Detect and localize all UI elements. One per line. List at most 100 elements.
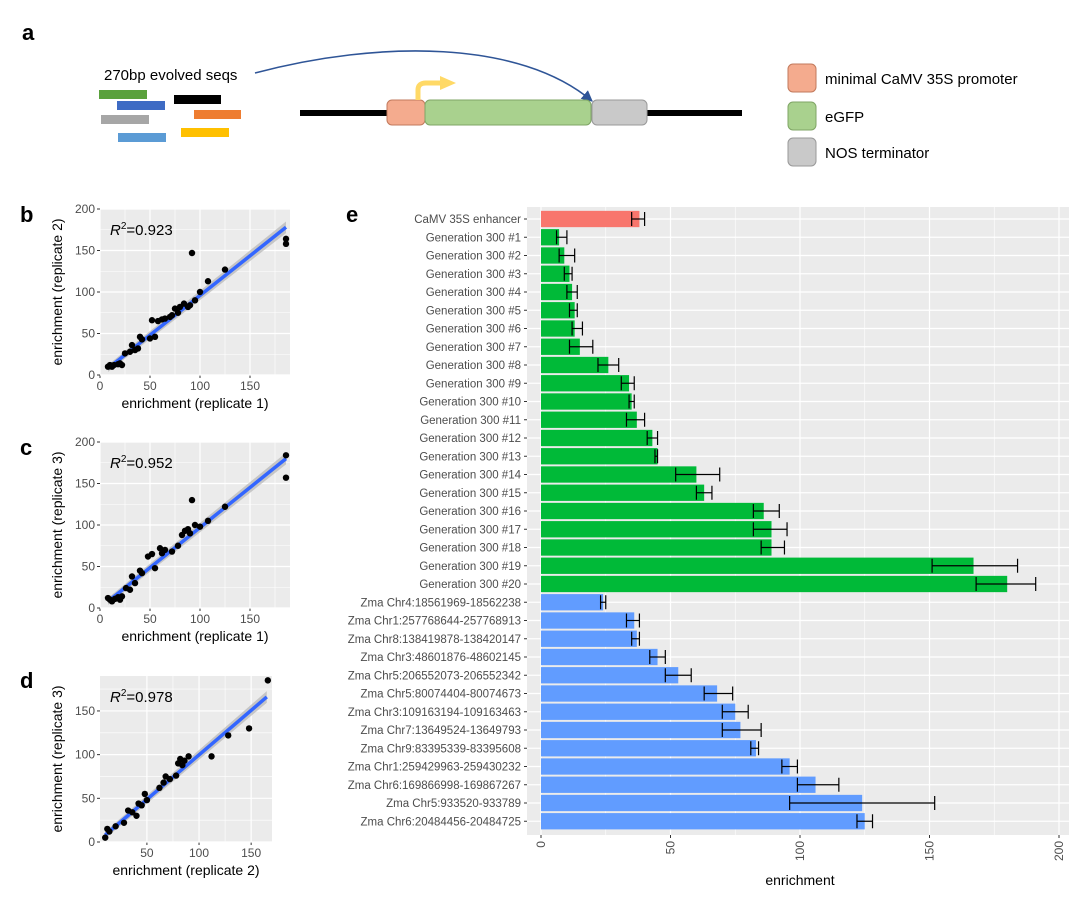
data-point (120, 819, 128, 826)
data-point (225, 732, 232, 739)
tick-label-y: 0 (88, 601, 95, 615)
panel-label-d: d (20, 668, 33, 693)
bar (541, 320, 575, 337)
data-point (221, 503, 229, 510)
bar-category-label: Generation 300 #19 (419, 561, 521, 573)
seq-bar-orange (194, 110, 241, 119)
egfp-box (424, 99, 592, 126)
tick-label-y: 200 (75, 435, 95, 449)
legend-label-nos: NOS terminator (825, 145, 929, 162)
bar (541, 630, 637, 647)
data-point (188, 249, 196, 257)
tick-label-x: 50 (143, 379, 157, 393)
bar (541, 502, 764, 520)
tick-label-y: 200 (75, 202, 95, 216)
legend-label-egfp: eGFP (825, 109, 864, 126)
data-point (161, 546, 169, 554)
data-point (138, 802, 145, 809)
tick-label-x: 0 (534, 841, 548, 848)
r-squared-annotation: R2=0.923 (110, 221, 173, 239)
bar-category-label: Generation 300 #16 (419, 506, 521, 518)
bar-category-label: Generation 300 #13 (419, 451, 521, 463)
legend-swatch-nos (787, 137, 817, 167)
bar (541, 648, 658, 666)
bar-category-label: Generation 300 #10 (419, 397, 521, 409)
data-point (168, 548, 176, 555)
bar (541, 539, 772, 556)
bar-category-label: Generation 300 #8 (426, 360, 521, 372)
data-point (128, 573, 136, 580)
bar (541, 302, 575, 319)
tick-label-x: 0 (97, 612, 104, 626)
data-point (174, 542, 182, 549)
bar-category-label: Zma Chr1:259429963-259430232 (348, 762, 521, 774)
data-point (106, 828, 113, 835)
tick-label-y: 100 (75, 748, 95, 762)
panel-a: a 270bp evolved seqs minimal CaMV 35S pr… (22, 20, 1018, 167)
bar (541, 411, 637, 428)
tss-arrowhead-icon (440, 76, 456, 90)
bar (541, 393, 632, 410)
bar-category-label: Generation 300 #20 (419, 579, 521, 591)
data-point (138, 336, 146, 343)
data-point (146, 335, 154, 342)
bar-category-label: Zma Chr7:13649524-13649793 (361, 725, 521, 737)
tick-label-y: 150 (75, 244, 95, 258)
insertion-arrow (254, 50, 593, 102)
data-point (282, 235, 290, 243)
y-axis-label: enrichment (replicate 2) (49, 218, 65, 365)
bar (541, 448, 658, 465)
bar (541, 210, 640, 228)
scatter-panel-c: c 0 50 100 150 0 50 100 150 200 R2=0.952 enrichmen… (20, 435, 290, 644)
bar-category-label: Generation 300 #15 (419, 488, 521, 500)
data-point (181, 757, 188, 764)
bar (541, 575, 1008, 593)
tick-label-x: 150 (240, 379, 260, 393)
bar (541, 247, 565, 264)
data-point (166, 775, 174, 783)
evolved-seqs-label: 270bp evolved seqs (104, 67, 237, 84)
bar-category-label: Generation 300 #14 (419, 470, 521, 482)
data-point (282, 240, 290, 248)
data-point (282, 474, 290, 481)
bar-category-label: Generation 300 #12 (419, 433, 521, 445)
nos-terminator-box (591, 99, 648, 126)
panel-label-b: b (20, 202, 33, 227)
bar-category-label: Generation 300 #5 (426, 305, 521, 317)
data-point (168, 312, 176, 319)
tick-label-x: 50 (143, 612, 157, 626)
x-axis-label: enrichment (replicate 1) (121, 395, 268, 411)
data-point (204, 517, 212, 525)
data-point (196, 523, 204, 530)
data-point (148, 317, 156, 324)
data-point (151, 333, 159, 341)
bar-category-label: Generation 300 #17 (419, 524, 521, 536)
bar (541, 612, 635, 629)
bar-category-label: Generation 300 #6 (426, 324, 521, 336)
bar-category-label: Zma Chr3:109163194-109163463 (348, 707, 521, 719)
fit-line (106, 457, 288, 603)
bar-category-label: CaMV 35S enhancer (414, 214, 521, 226)
tick-label-x: 200 (1052, 841, 1066, 861)
bar (541, 338, 580, 355)
bar-category-label: Zma Chr6:20484456-20484725 (361, 816, 521, 828)
data-point (151, 564, 159, 572)
data-point (245, 725, 253, 732)
bar-category-label: Zma Chr5:80074404-80074673 (361, 689, 521, 701)
data-point (282, 452, 290, 459)
bar-category-label: Zma Chr5:933520-933789 (386, 798, 521, 810)
tick-label-y: 150 (75, 704, 95, 718)
bar-category-label: Generation 300 #4 (426, 287, 522, 299)
bar-category-label: Zma Chr8:138419878-138420147 (348, 634, 521, 646)
tick-label-x: 150 (240, 612, 260, 626)
r-squared-annotation: R2=0.978 (110, 688, 173, 706)
tick-label-x: 100 (793, 841, 807, 861)
bar (541, 776, 816, 793)
x-axis-label: enrichment (765, 872, 834, 888)
data-point (161, 315, 169, 322)
data-point (191, 297, 199, 304)
tick-label-y: 50 (82, 327, 96, 341)
tick-label-y: 50 (82, 560, 96, 574)
construct-legend: minimal CaMV 35S promoter eGFP NOS termi… (787, 63, 1018, 167)
tick-label-y: 0 (88, 368, 95, 382)
